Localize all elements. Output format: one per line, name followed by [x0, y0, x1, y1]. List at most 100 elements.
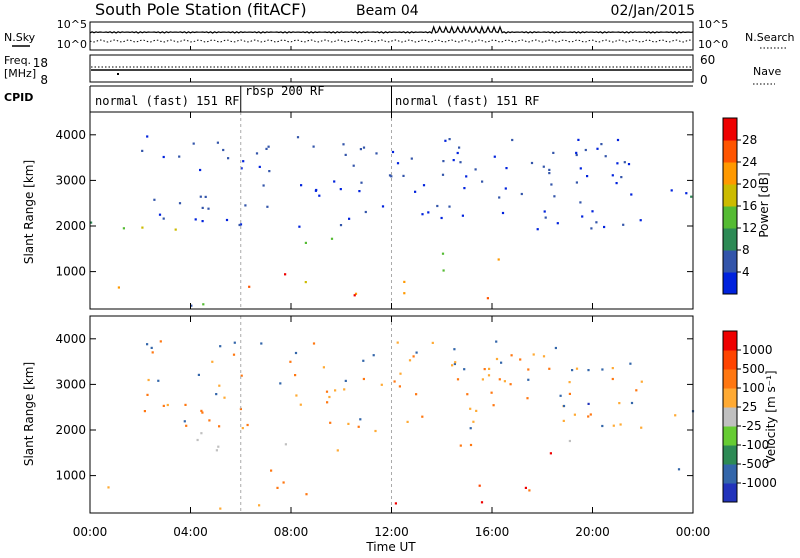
nsearch-trace — [89, 39, 694, 43]
echo-cell — [472, 420, 475, 423]
x-tick-label: 04:00 — [173, 525, 208, 539]
echo-cell — [194, 218, 197, 221]
colorbar-swatch — [723, 350, 737, 370]
echo-cell — [600, 143, 603, 146]
echo-cell — [584, 148, 587, 152]
echo-cell — [524, 486, 527, 489]
colorbar-tick-label: 4 — [742, 265, 750, 279]
power-panel: 1000 2000 3000 4000 Slant Range [km] 4 8 12 16… — [22, 111, 771, 310]
colorbar-tick-label: 12 — [742, 221, 757, 235]
echo-cell — [391, 150, 395, 154]
echo-cell — [244, 204, 247, 207]
echo-cell — [442, 160, 445, 163]
echo-cell — [381, 205, 385, 208]
x-axis-label: Time UT — [365, 540, 416, 554]
echo-cell — [343, 388, 346, 391]
echo-cell — [357, 425, 360, 428]
echo-cell — [415, 351, 418, 354]
echo-cell — [619, 423, 622, 426]
echo-cell — [192, 142, 195, 145]
echo-cell — [501, 211, 505, 215]
echo-cell — [347, 422, 350, 425]
echo-cell — [362, 359, 365, 362]
echo-cell — [157, 379, 160, 382]
freq-tick-top: 18 — [33, 56, 48, 70]
colorbar-tick-label: 24 — [742, 155, 757, 169]
date-label: 02/Jan/2015 — [611, 3, 695, 19]
echo-cell — [204, 195, 207, 198]
echo-cell — [279, 382, 282, 385]
echo-cell — [242, 160, 245, 163]
freq-strip: 18 8 60 0 Freq. [MHz] Nave — [4, 53, 781, 87]
echo-cell — [596, 147, 599, 150]
echo-cell — [452, 159, 455, 162]
echo-cell — [690, 195, 693, 198]
echo-cell — [396, 341, 399, 344]
echo-cell — [227, 157, 230, 160]
colorbar-swatch — [723, 162, 737, 185]
echo-cell — [380, 383, 383, 386]
echo-cell — [532, 353, 535, 356]
echo-cell — [442, 269, 445, 272]
echo-cell — [326, 401, 329, 404]
echo-cell — [239, 223, 243, 226]
echo-cell — [153, 198, 156, 201]
echo-cell — [456, 378, 460, 381]
echo-cell — [166, 403, 169, 407]
echo-cell — [575, 181, 578, 184]
echo-cell — [577, 138, 580, 141]
echo-cell — [440, 216, 443, 220]
echo-cell — [240, 374, 243, 377]
echo-cell — [190, 304, 193, 307]
echo-cell — [299, 403, 302, 406]
echo-cell — [520, 192, 523, 196]
echo-cell — [444, 139, 447, 142]
echo-cell — [562, 419, 565, 422]
echo-cell — [571, 369, 574, 372]
echo-cell — [359, 148, 362, 151]
echo-cell — [623, 161, 626, 164]
echo-cell — [339, 224, 343, 227]
echo-cell — [339, 188, 342, 191]
noise-strip-frame — [89, 21, 694, 51]
echo-cell — [305, 493, 308, 496]
echo-cell — [117, 286, 120, 289]
echo-cell — [183, 420, 186, 423]
echo-cell — [375, 152, 378, 155]
echo-cell — [550, 183, 553, 186]
echo-cell — [591, 210, 594, 213]
echo-cell — [553, 195, 556, 198]
echo-cell — [469, 407, 472, 410]
echo-cell — [266, 205, 269, 208]
colorbar-tick-label: 20 — [742, 177, 757, 191]
colorbar-swatch — [723, 369, 737, 389]
y-tick-label: 3000 — [55, 173, 86, 187]
nsearch-label: N.Search — [745, 31, 795, 44]
echo-cell — [90, 221, 93, 224]
colorbar-tick-label: 500 — [742, 362, 765, 376]
echo-cell — [208, 419, 211, 422]
echo-cell — [640, 380, 643, 383]
echo-cell — [579, 201, 582, 204]
echo-cell — [527, 368, 530, 371]
echo-cell — [258, 165, 261, 168]
echo-cell — [282, 481, 285, 484]
echo-cell — [255, 152, 259, 155]
echo-cell — [492, 404, 495, 407]
echo-cell — [590, 227, 593, 230]
freq-label-line1: Freq. — [4, 54, 31, 67]
colorbar-swatch — [723, 331, 737, 351]
echo-cell — [388, 174, 392, 177]
echo-cell — [618, 402, 621, 405]
freq-tick-bottom: 8 — [40, 73, 48, 87]
echo-cell — [527, 378, 530, 381]
echo-cell — [589, 413, 592, 416]
echo-cell — [481, 378, 484, 381]
x-tick-label: 00:00 — [73, 525, 108, 539]
echo-cell — [312, 342, 316, 345]
echo-cell — [604, 155, 607, 158]
echo-cell — [458, 146, 461, 149]
echo-cell — [483, 368, 486, 371]
echo-cell — [265, 147, 268, 150]
